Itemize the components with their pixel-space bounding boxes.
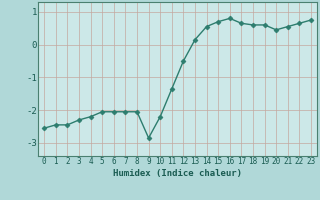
- X-axis label: Humidex (Indice chaleur): Humidex (Indice chaleur): [113, 169, 242, 178]
